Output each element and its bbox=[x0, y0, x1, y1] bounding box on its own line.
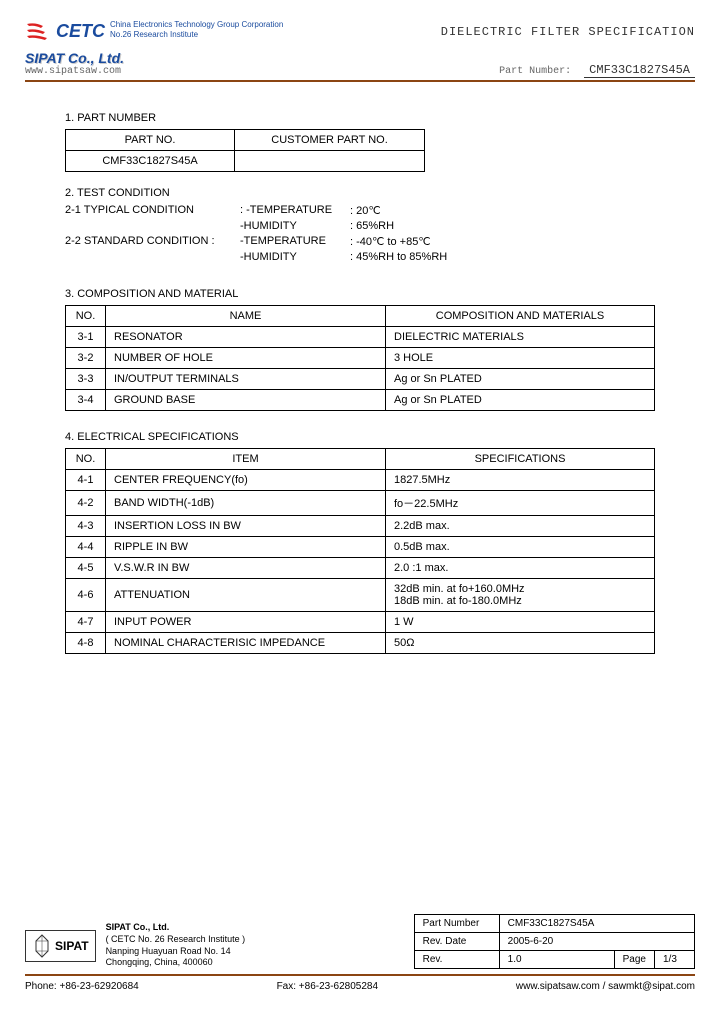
cetc-line1: China Electronics Technology Group Corpo… bbox=[110, 20, 283, 30]
sipat-badge: SIPAT bbox=[25, 930, 96, 962]
meta-page: 1/3 bbox=[655, 951, 695, 969]
footer-meta-table: Part Number CMF33C1827S45A Rev. Date 200… bbox=[414, 914, 695, 969]
table-row: 3-2NUMBER OF HOLE3 HOLE bbox=[66, 348, 655, 369]
table-header: NAME bbox=[106, 306, 386, 327]
meta-rev: 1.0 bbox=[499, 951, 614, 969]
part-number-value: CMF33C1827S45A bbox=[584, 63, 695, 78]
section3-title: 3. COMPOSITION AND MATERIAL bbox=[65, 288, 655, 300]
meta-page-label: Page bbox=[614, 951, 654, 969]
cetc-icon bbox=[25, 20, 53, 42]
company-url: www.sipatsaw.com bbox=[25, 66, 124, 77]
table-row: 4-2BAND WIDTH(-1dB)fo－22.5MHz bbox=[66, 491, 655, 516]
content: 1. PART NUMBER PART NO. CUSTOMER PART NO… bbox=[25, 82, 695, 654]
table-header: NO. bbox=[66, 306, 106, 327]
footer-bottom: Phone: +86-23-62920684 Fax: +86-23-62805… bbox=[25, 974, 695, 992]
footer-company: SIPAT Co., Ltd. bbox=[106, 922, 246, 934]
crystal-icon bbox=[32, 934, 52, 958]
footer-addr2: Nanping Huayuan Road No. 14 bbox=[106, 946, 246, 958]
test-row: 2-1 TYPICAL CONDITION : -TEMPERATURE : 2… bbox=[65, 204, 655, 217]
table-header: COMPOSITION AND MATERIALS bbox=[386, 306, 655, 327]
meta-date-label: Rev. Date bbox=[414, 933, 499, 951]
footer: SIPAT SIPAT Co., Ltd. ( CETC No. 26 Rese… bbox=[25, 914, 695, 992]
footer-logo-block: SIPAT SIPAT Co., Ltd. ( CETC No. 26 Rese… bbox=[25, 922, 245, 969]
meta-rev-label: Rev. bbox=[414, 951, 499, 969]
section1-title: 1. PART NUMBER bbox=[65, 112, 655, 124]
part-table-customer-value bbox=[235, 151, 424, 171]
composition-table: NO. NAME COMPOSITION AND MATERIALS 3-1RE… bbox=[65, 305, 655, 411]
table-row: 3-1RESONATORDIELECTRIC MATERIALS bbox=[66, 327, 655, 348]
meta-pn: CMF33C1827S45A bbox=[499, 915, 694, 933]
table-header: SPECIFICATIONS bbox=[386, 449, 655, 470]
test-row: -HUMIDITY : 65%RH bbox=[65, 220, 655, 232]
table-row: 4-4RIPPLE IN BW0.5dB max. bbox=[66, 537, 655, 558]
company-row: SIPAT Co., Ltd. www.sipatsaw.com Part Nu… bbox=[25, 50, 695, 82]
footer-addr3: Chongqing, China, 400060 bbox=[106, 957, 246, 969]
section2-title: 2. TEST CONDITION bbox=[65, 187, 655, 199]
footer-address: SIPAT Co., Ltd. ( CETC No. 26 Research I… bbox=[106, 922, 246, 969]
table-row: 4-6ATTENUATION32dB min. at fo+160.0MHz 1… bbox=[66, 579, 655, 612]
sipat-badge-text: SIPAT bbox=[55, 939, 89, 953]
electrical-table: NO. ITEM SPECIFICATIONS 4-1CENTER FREQUE… bbox=[65, 448, 655, 654]
table-row: 4-3INSERTION LOSS IN BW2.2dB max. bbox=[66, 516, 655, 537]
cetc-acronym: CETC bbox=[56, 21, 105, 42]
cetc-line2: No.26 Research Institute bbox=[110, 30, 283, 40]
test-row: 2-2 STANDARD CONDITION : -TEMPERATURE : … bbox=[65, 235, 655, 248]
footer-addr1: ( CETC No. 26 Research Institute ) bbox=[106, 934, 246, 946]
cetc-subtitle: China Electronics Technology Group Corpo… bbox=[110, 20, 283, 39]
part-table-header-1: PART NO. bbox=[66, 130, 235, 150]
table-header: ITEM bbox=[106, 449, 386, 470]
footer-phone: Phone: +86-23-62920684 bbox=[25, 981, 139, 992]
footer-fax: Fax: +86-23-62805284 bbox=[277, 981, 378, 992]
table-row: 4-1CENTER FREQUENCY(fo)1827.5MHz bbox=[66, 470, 655, 491]
document-title: DIELECTRIC FILTER SPECIFICATION bbox=[441, 25, 695, 39]
test-row: -HUMIDITY : 45%RH to 85%RH bbox=[65, 251, 655, 263]
part-number-table: PART NO. CUSTOMER PART NO. CMF33C1827S45… bbox=[65, 129, 425, 172]
section4-title: 4. ELECTRICAL SPECIFICATIONS bbox=[65, 431, 655, 443]
company-name: SIPAT Co., Ltd. bbox=[25, 50, 124, 66]
table-row: 3-3IN/OUTPUT TERMINALSAg or Sn PLATED bbox=[66, 369, 655, 390]
meta-date: 2005-6-20 bbox=[499, 933, 694, 951]
table-row: 4-5V.S.W.R IN BW2.0 :1 max. bbox=[66, 558, 655, 579]
cetc-logo: CETC bbox=[25, 20, 105, 42]
table-row: 4-7INPUT POWER1 W bbox=[66, 612, 655, 633]
meta-pn-label: Part Number bbox=[414, 915, 499, 933]
header-left: CETC China Electronics Technology Group … bbox=[25, 20, 283, 42]
table-row: 3-4GROUND BASEAg or Sn PLATED bbox=[66, 390, 655, 411]
part-table-value: CMF33C1827S45A bbox=[66, 151, 235, 171]
table-row: 4-8NOMINAL CHARACTERISIC IMPEDANCE50Ω bbox=[66, 633, 655, 654]
table-header: NO. bbox=[66, 449, 106, 470]
part-number-label: Part Number: bbox=[499, 66, 571, 77]
footer-contact: www.sipatsaw.com / sawmkt@sipat.com bbox=[516, 981, 695, 992]
section2: 2. TEST CONDITION 2-1 TYPICAL CONDITION … bbox=[65, 187, 655, 263]
part-table-header-2: CUSTOMER PART NO. bbox=[235, 130, 424, 150]
header: CETC China Electronics Technology Group … bbox=[25, 20, 695, 42]
